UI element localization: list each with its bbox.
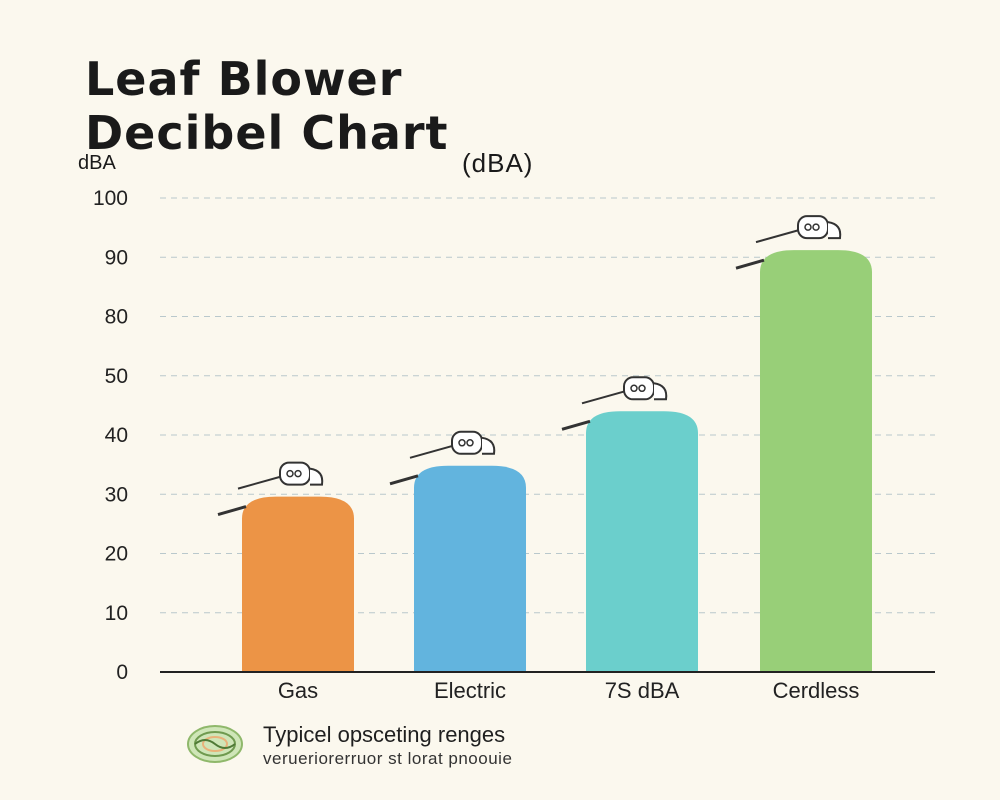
x-tick-label: 7S dBA: [605, 678, 680, 703]
y-tick-label: 40: [105, 424, 128, 447]
chart-title-line-1: Leaf Blower: [85, 52, 403, 106]
y-tick-label: 0: [116, 661, 128, 684]
y-tick-label: 20: [105, 543, 128, 566]
x-tick-label: Gas: [278, 678, 318, 703]
leaf-blower-icon: [561, 376, 668, 431]
y-tick-label: 80: [105, 306, 128, 329]
bar: [586, 411, 698, 672]
chart-title-line-2: Decibel Chart: [85, 106, 449, 160]
y-tick-label: 30: [105, 483, 128, 506]
y-axis-label: dBA: [78, 152, 116, 174]
sound-wave-icon: [187, 725, 243, 763]
bar: [242, 496, 354, 672]
x-tick-label: Electric: [434, 678, 506, 703]
y-tick-label: 100: [93, 187, 128, 210]
bar: [760, 250, 872, 672]
y-tick-label: 10: [105, 602, 128, 625]
y-tick-label: 50: [105, 365, 128, 388]
legend-subtext: verueriorerruor st lorat pnoouie: [263, 749, 513, 768]
y-tick-label: 90: [105, 246, 128, 269]
legend: Typicel opsceting renges verueriorerruor…: [185, 722, 512, 770]
leaf-blower-icon: [217, 461, 324, 517]
chart-subtitle: (dBA): [462, 148, 534, 178]
leaf-blower-icon: [389, 430, 496, 486]
bar: [414, 465, 526, 672]
chart-title: Leaf Blower Decibel Chart: [85, 52, 449, 160]
x-tick-label: Cerdless: [773, 678, 860, 703]
legend-text: Typicel opsceting renges: [263, 722, 506, 747]
leaf-blower-icon: [735, 215, 842, 270]
